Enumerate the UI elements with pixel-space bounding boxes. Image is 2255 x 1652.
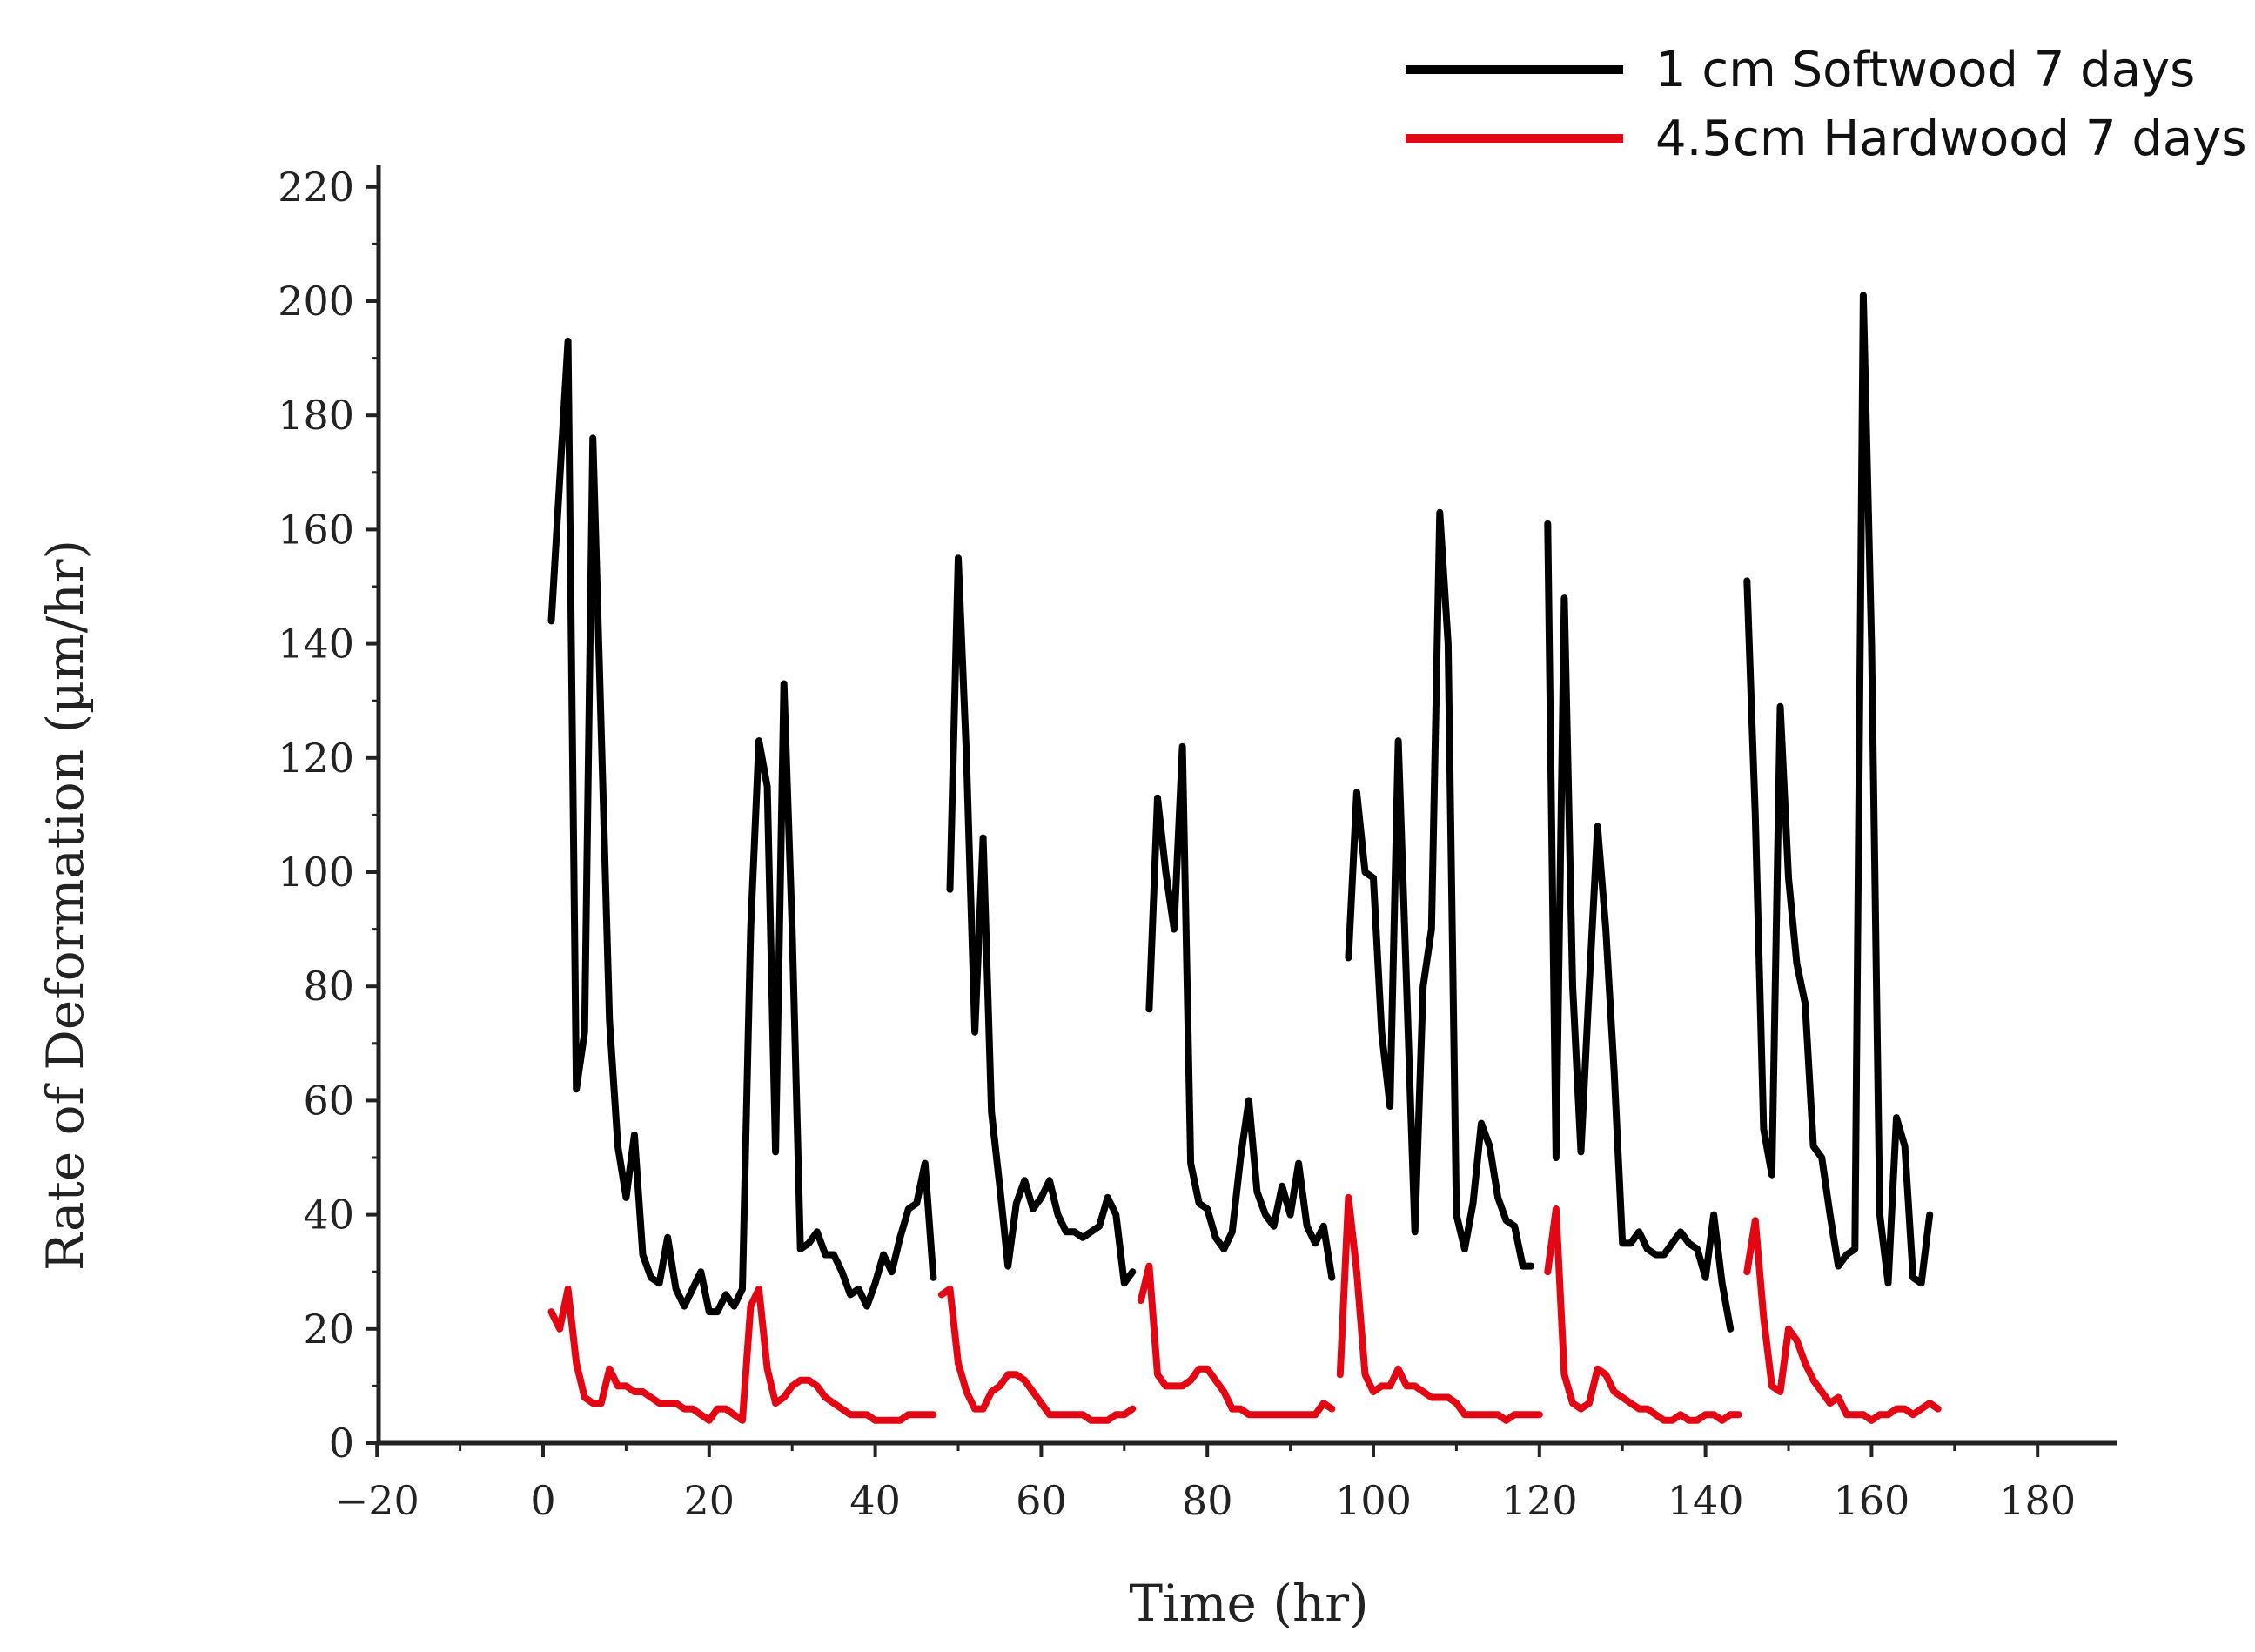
y-tick-label: 20 — [303, 1306, 354, 1353]
legend-label-softwood: 1 cm Softwood 7 days — [1655, 42, 2195, 98]
x-tick-label: 160 — [1833, 1477, 1909, 1524]
y-tick-label: 200 — [278, 278, 354, 325]
y-tick-label: 60 — [303, 1077, 354, 1124]
series-line-hardwood — [1137, 1262, 1336, 1419]
y-tick-label: 120 — [278, 735, 354, 782]
x-tick-label: −20 — [335, 1477, 419, 1524]
series-line-softwood — [1345, 508, 1535, 1270]
series-line-softwood — [1743, 292, 1934, 1287]
series-line-hardwood — [1743, 1217, 1942, 1424]
y-tick-label: 220 — [278, 164, 354, 211]
x-tick-label: 140 — [1668, 1477, 1744, 1524]
x-axis-title: Time (hr) — [1129, 1574, 1368, 1633]
y-tick-label: 140 — [278, 621, 354, 668]
y-tick-label: 180 — [278, 392, 354, 439]
legend: 1 cm Softwood 7 days 4.5cm Hardwood 7 da… — [1406, 17, 2255, 191]
y-tick-label: 80 — [303, 963, 354, 1010]
x-tick-label: 120 — [1501, 1477, 1578, 1524]
y-tick-label: 0 — [329, 1420, 354, 1467]
x-tick-label: 180 — [1999, 1477, 2076, 1524]
y-axis-title: Rate of Deformation (µm/hr) — [36, 540, 95, 1271]
x-tick-label: 80 — [1182, 1477, 1233, 1524]
series-line-softwood — [547, 337, 937, 1316]
y-ticks: 0 20 40 60 80 100 120 140 160 180 200 220 — [278, 164, 379, 1467]
x-tick-label: 100 — [1335, 1477, 1412, 1524]
series-line-hardwood — [1336, 1193, 1543, 1424]
x-ticks: −20 0 20 40 60 80 100 120 140 160 180 — [335, 1443, 2076, 1524]
y-tick-label: 100 — [278, 849, 354, 896]
series-line-hardwood — [937, 1285, 1137, 1424]
y-tick-label: 40 — [303, 1192, 354, 1239]
x-tick-label: 60 — [1016, 1477, 1067, 1524]
x-tick-label: 40 — [849, 1477, 901, 1524]
legend-label-hardwood: 4.5cm Hardwood 7 days — [1655, 111, 2247, 167]
series-line-hardwood — [547, 1285, 937, 1424]
axes: 0 20 40 60 80 100 120 140 160 180 200 220 −20 0 20 40 6… — [278, 164, 2117, 1524]
series-line-softwood — [1544, 520, 1735, 1333]
x-tick-label: 20 — [684, 1477, 735, 1524]
y-tick-label: 160 — [278, 506, 354, 553]
series-line-hardwood — [1544, 1205, 1742, 1424]
series-line-softwood — [946, 554, 1137, 1287]
series-layer — [547, 292, 1942, 1424]
series-line-softwood — [1145, 742, 1336, 1281]
legend-box — [1643, 17, 2255, 191]
x-tick-label: 0 — [530, 1477, 555, 1524]
